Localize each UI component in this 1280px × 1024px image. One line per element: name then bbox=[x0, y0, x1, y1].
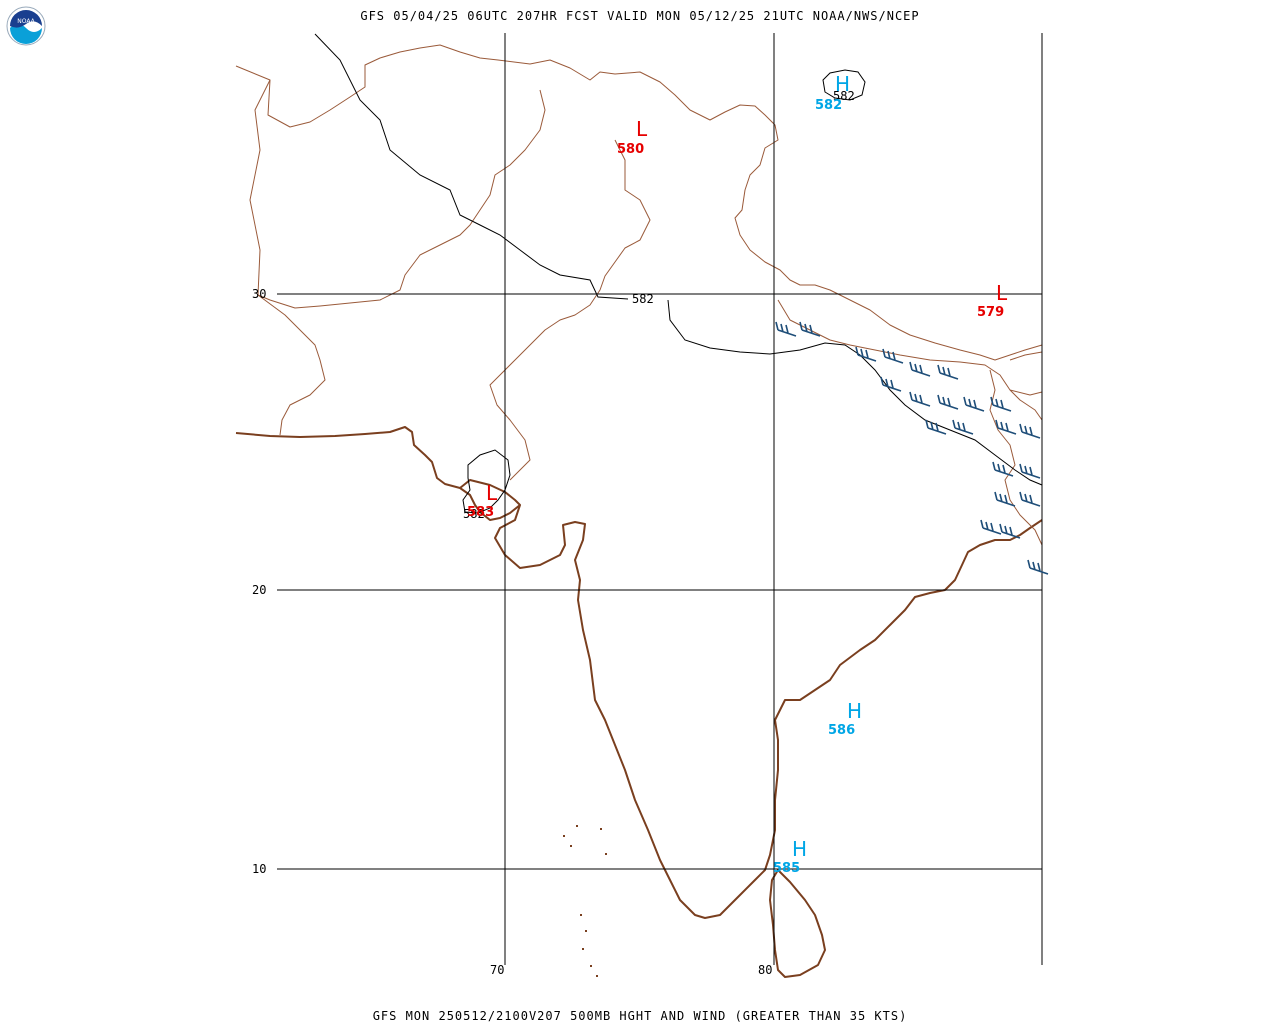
wind-barb bbox=[909, 391, 931, 407]
lat-label-20: 20 bbox=[252, 583, 266, 597]
lat-label-10: 10 bbox=[252, 862, 266, 876]
wind-barb bbox=[952, 419, 974, 435]
contour-582-north bbox=[822, 69, 866, 101]
border-nepal-bhutan bbox=[777, 299, 1043, 421]
wind-barb bbox=[937, 364, 959, 380]
contour-582-gujarat bbox=[462, 449, 511, 514]
wind-barbs bbox=[775, 321, 1049, 575]
wind-barb bbox=[999, 523, 1021, 539]
low-marker-3: L bbox=[486, 481, 498, 505]
wind-barb bbox=[1019, 491, 1041, 507]
map-title: GFS 05/04/25 06UTC 207HR FCST VALID MON … bbox=[360, 9, 920, 23]
wind-barb bbox=[1019, 423, 1041, 439]
high-value-2: 586 bbox=[828, 723, 855, 738]
wind-barb bbox=[992, 461, 1014, 477]
noaa-logo: NOAA bbox=[6, 6, 46, 46]
wind-barb bbox=[963, 396, 985, 412]
coastline-west bbox=[235, 426, 1043, 919]
border-iran bbox=[257, 294, 326, 436]
wind-barb bbox=[799, 321, 821, 337]
wind-barb bbox=[909, 361, 931, 377]
noaa-logo-text: NOAA bbox=[17, 18, 35, 25]
wind-barb bbox=[882, 348, 904, 364]
low-marker-2: L bbox=[996, 281, 1008, 305]
wind-barb bbox=[880, 376, 902, 392]
border-east bbox=[1009, 351, 1043, 396]
map-footer-title: GFS MON 250512/2100V207 500MB HGHT AND W… bbox=[372, 1009, 908, 1023]
low-value-2: 579 bbox=[977, 305, 1004, 320]
low-value-1: 580 bbox=[617, 142, 644, 157]
wind-barb bbox=[990, 396, 1012, 412]
contour-label-2: 582 bbox=[833, 89, 855, 103]
border-bangladesh bbox=[989, 369, 1043, 546]
contour-label-3: 582 bbox=[463, 507, 485, 521]
low-value-3: 583 bbox=[467, 505, 494, 520]
coastline-sri-lanka bbox=[769, 869, 826, 978]
high-value-1: 582 bbox=[815, 98, 842, 113]
high-marker-3: H bbox=[792, 837, 807, 861]
lat-label-30: 30 bbox=[252, 287, 266, 301]
high-marker-2: H bbox=[847, 699, 862, 723]
border-afg-pak bbox=[257, 89, 546, 309]
border-pak-india bbox=[489, 139, 651, 481]
wind-barb bbox=[980, 519, 1002, 535]
contour-label-1: 582 bbox=[632, 292, 654, 306]
wind-barb bbox=[995, 419, 1017, 435]
border-west bbox=[249, 79, 271, 296]
border-north bbox=[235, 44, 1043, 361]
wind-barb bbox=[994, 491, 1016, 507]
wind-barb bbox=[775, 321, 797, 337]
high-marker-1: H bbox=[835, 72, 850, 96]
lakshadweep-islands bbox=[563, 825, 607, 977]
wind-barb bbox=[925, 419, 947, 435]
high-value-3: 585 bbox=[773, 861, 800, 876]
lon-label-80: 80 bbox=[758, 963, 772, 977]
wind-barb bbox=[855, 346, 877, 362]
lon-label-70: 70 bbox=[490, 963, 504, 977]
wind-barb bbox=[1027, 559, 1049, 575]
wind-barb bbox=[1019, 463, 1041, 479]
wind-barb bbox=[937, 394, 959, 410]
contour-582-main bbox=[314, 33, 1043, 486]
low-marker-1: L bbox=[636, 117, 648, 141]
